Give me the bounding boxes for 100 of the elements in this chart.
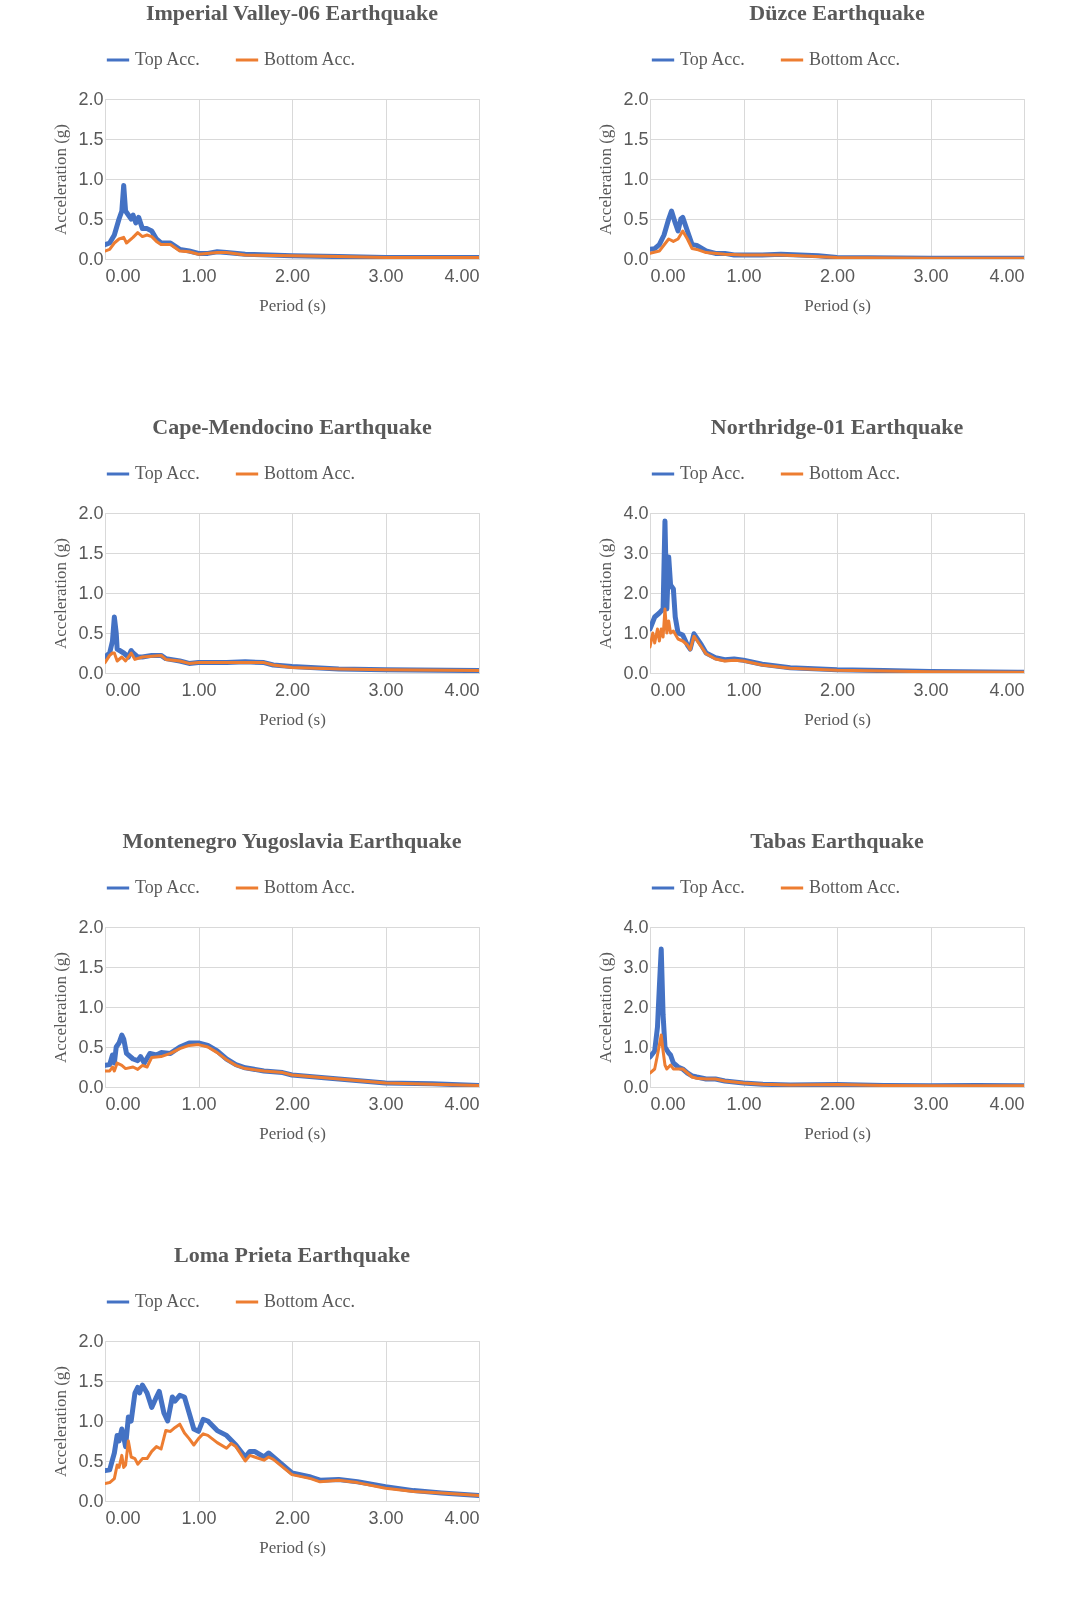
legend-label: Bottom Acc. xyxy=(264,1291,355,1311)
chart-title: Düzce Earthquake xyxy=(749,0,925,25)
chart-title: Loma Prieta Earthquake xyxy=(174,1242,411,1267)
y-tick-label: 1.5 xyxy=(623,128,649,149)
y-axis-title: Acceleration (g) xyxy=(596,124,616,235)
y-tick-label: 1.0 xyxy=(78,168,104,189)
x-tick-label: 0.00 xyxy=(105,1507,141,1528)
x-axis-title: Period (s) xyxy=(259,1123,326,1143)
y-axis-title: Acceleration (g) xyxy=(51,952,71,1063)
y-tick-label: 1.5 xyxy=(78,128,104,149)
y-tick-label: 1.5 xyxy=(78,1370,104,1391)
x-tick-label: 4.00 xyxy=(989,265,1025,286)
legend-label: Top Acc. xyxy=(680,877,745,897)
y-tick-label: 1.0 xyxy=(78,1410,104,1431)
x-tick-label: 3.00 xyxy=(913,679,949,700)
x-tick-label: 2.00 xyxy=(274,679,311,700)
x-tick-label: 1.00 xyxy=(181,265,217,286)
x-axis-title: Period (s) xyxy=(259,295,326,315)
x-tick-label: 1.00 xyxy=(181,679,217,700)
y-tick-label: 2.0 xyxy=(78,88,104,109)
x-tick-label: 0.00 xyxy=(650,1093,686,1114)
x-tick-label: 1.00 xyxy=(726,265,762,286)
y-axis-title: Acceleration (g) xyxy=(51,124,71,235)
y-tick-label: 0.5 xyxy=(623,208,649,229)
legend-label: Top Acc. xyxy=(135,463,200,483)
x-tick-label: 2.00 xyxy=(274,1093,311,1114)
x-tick-label: 2.00 xyxy=(819,265,856,286)
x-axis-title: Period (s) xyxy=(259,1537,326,1557)
y-axis-title: Acceleration (g) xyxy=(596,952,616,1063)
chart-title: Tabas Earthquake xyxy=(750,828,924,853)
x-tick-label: 4.00 xyxy=(444,1507,480,1528)
x-tick-label: 3.00 xyxy=(368,679,404,700)
y-tick-label: 0.0 xyxy=(78,662,104,683)
x-tick-label: 3.00 xyxy=(368,265,404,286)
y-tick-label: 1.0 xyxy=(78,582,104,603)
x-axis-title: Period (s) xyxy=(804,709,871,729)
legend-label: Top Acc. xyxy=(135,49,200,69)
y-tick-label: 2.0 xyxy=(623,996,649,1017)
y-tick-label: 0.0 xyxy=(78,1076,104,1097)
x-tick-label: 1.00 xyxy=(181,1507,217,1528)
x-tick-label: 4.00 xyxy=(989,679,1025,700)
x-tick-label: 2.00 xyxy=(274,1507,311,1528)
x-tick-label: 0.00 xyxy=(105,1093,141,1114)
y-tick-label: 4.0 xyxy=(623,916,649,937)
y-tick-label: 2.0 xyxy=(78,916,104,937)
legend-label: Bottom Acc. xyxy=(264,463,355,483)
x-tick-label: 0.00 xyxy=(105,265,141,286)
x-tick-label: 1.00 xyxy=(726,1093,762,1114)
x-tick-label: 0.00 xyxy=(650,679,686,700)
y-tick-label: 0.0 xyxy=(78,1490,104,1511)
y-axis-title: Acceleration (g) xyxy=(51,1366,71,1477)
y-tick-label: 0.0 xyxy=(623,248,649,269)
legend-label: Top Acc. xyxy=(680,49,745,69)
y-tick-label: 1.0 xyxy=(78,996,104,1017)
x-tick-label: 0.00 xyxy=(650,265,686,286)
legend-label: Top Acc. xyxy=(680,463,745,483)
legend-label: Top Acc. xyxy=(135,1291,200,1311)
y-tick-label: 1.0 xyxy=(623,1036,649,1057)
x-tick-label: 3.00 xyxy=(368,1507,404,1528)
x-tick-label: 3.00 xyxy=(913,1093,949,1114)
x-tick-label: 4.00 xyxy=(444,679,480,700)
y-tick-label: 1.5 xyxy=(78,542,104,563)
y-tick-label: 2.0 xyxy=(623,582,649,603)
x-axis-title: Period (s) xyxy=(804,1123,871,1143)
x-tick-label: 0.00 xyxy=(105,679,141,700)
legend-label: Bottom Acc. xyxy=(809,463,900,483)
chart-title: Northridge-01 Earthquake xyxy=(710,414,964,439)
legend-label: Bottom Acc. xyxy=(809,49,900,69)
y-tick-label: 1.0 xyxy=(623,622,649,643)
x-axis-title: Period (s) xyxy=(259,709,326,729)
chart-title: Cape-Mendocino Earthquake xyxy=(152,414,432,439)
x-tick-label: 4.00 xyxy=(989,1093,1025,1114)
x-tick-label: 2.00 xyxy=(819,1093,856,1114)
chart-title: Imperial Valley-06 Earthquake xyxy=(145,0,439,25)
y-tick-label: 0.0 xyxy=(623,1076,649,1097)
y-tick-label: 2.0 xyxy=(623,88,649,109)
y-axis-title: Acceleration (g) xyxy=(51,538,71,649)
y-tick-label: 0.0 xyxy=(623,662,649,683)
y-tick-label: 3.0 xyxy=(623,956,649,977)
x-tick-label: 1.00 xyxy=(181,1093,217,1114)
x-tick-label: 3.00 xyxy=(368,1093,404,1114)
x-tick-label: 3.00 xyxy=(913,265,949,286)
y-tick-label: 0.5 xyxy=(78,208,104,229)
y-tick-label: 2.0 xyxy=(78,502,104,523)
x-axis-title: Period (s) xyxy=(804,295,871,315)
y-tick-label: 0.5 xyxy=(78,1450,104,1471)
y-tick-label: 0.5 xyxy=(78,622,104,643)
legend-label: Top Acc. xyxy=(135,877,200,897)
y-axis-title: Acceleration (g) xyxy=(596,538,616,649)
legend-label: Bottom Acc. xyxy=(809,877,900,897)
x-tick-label: 1.00 xyxy=(726,679,762,700)
y-tick-label: 2.0 xyxy=(78,1330,104,1351)
x-tick-label: 4.00 xyxy=(444,1093,480,1114)
y-tick-label: 0.0 xyxy=(78,248,104,269)
y-tick-label: 1.5 xyxy=(78,956,104,977)
legend-label: Bottom Acc. xyxy=(264,877,355,897)
y-tick-label: 3.0 xyxy=(623,542,649,563)
y-tick-label: 1.0 xyxy=(623,168,649,189)
chart-title: Montenegro Yugoslavia Earthquake xyxy=(122,828,462,853)
legend-label: Bottom Acc. xyxy=(264,49,355,69)
